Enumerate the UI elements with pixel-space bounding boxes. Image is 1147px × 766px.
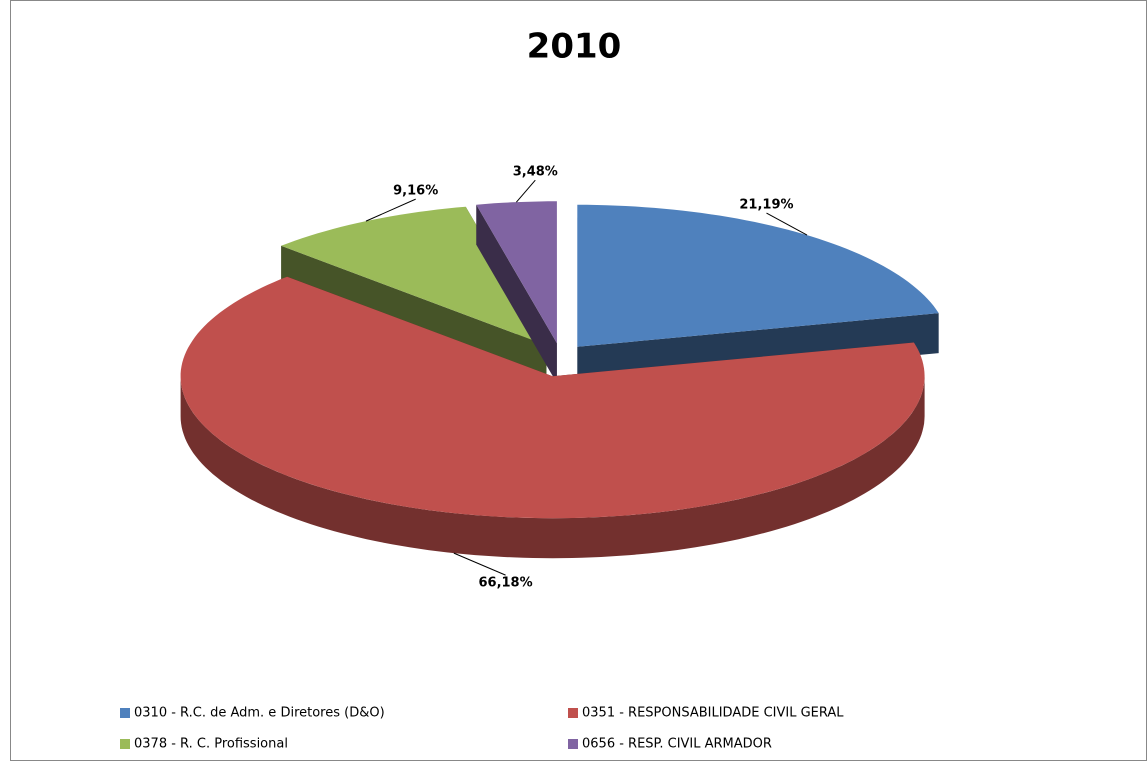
pie: 21,19% 9,16% 3,48% 66,18% bbox=[180, 165, 939, 591]
legend-swatch bbox=[120, 708, 130, 718]
pie-slice bbox=[476, 201, 557, 344]
slice-wall bbox=[476, 204, 557, 384]
pie-slice bbox=[577, 204, 939, 347]
data-label: 66,18% bbox=[478, 576, 532, 591]
legend-swatch bbox=[120, 739, 130, 749]
leader-line bbox=[365, 198, 416, 222]
legend-swatch bbox=[568, 739, 578, 749]
pie-slice bbox=[180, 276, 925, 519]
legend-label: 0310 - R.C. de Adm. e Diretores (D&O) bbox=[134, 706, 385, 721]
leader-line bbox=[766, 212, 808, 236]
leader-line bbox=[453, 552, 506, 576]
data-label: 21,19% bbox=[739, 198, 793, 213]
legend: 0310 - R.C. de Adm. e Diretores (D&O) 035… bbox=[120, 706, 844, 752]
legend-label: 0351 - RESPONSABILIDADE CIVIL GERAL bbox=[582, 706, 844, 721]
legend-label: 0656 - RESP. CIVIL ARMADOR bbox=[582, 737, 772, 752]
data-label: 3,48% bbox=[513, 165, 558, 180]
legend-label: 0378 - R. C. Profissional bbox=[134, 737, 288, 752]
chart-title: 2010 bbox=[527, 27, 622, 67]
data-label: 9,16% bbox=[393, 184, 438, 199]
legend-swatch bbox=[568, 708, 578, 718]
slice-side bbox=[180, 376, 925, 559]
leader-line bbox=[515, 179, 536, 203]
